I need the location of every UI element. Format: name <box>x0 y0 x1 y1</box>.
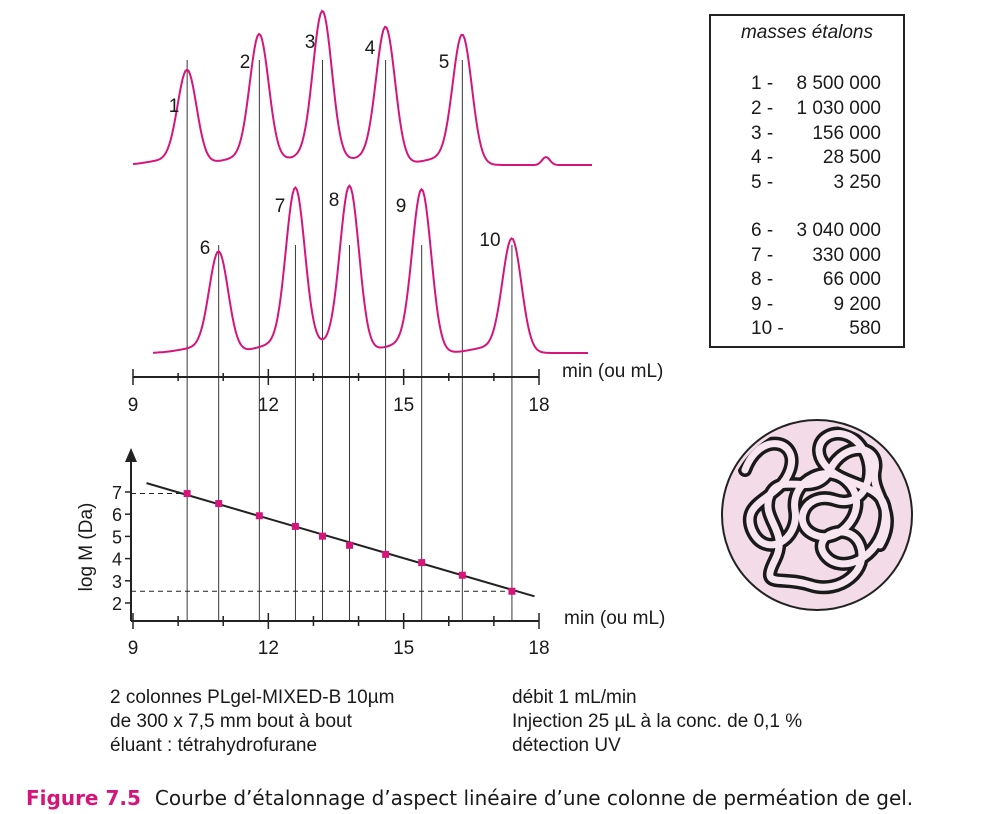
legend-row: 10 - 580 <box>711 318 881 340</box>
x-tick-label: 15 <box>393 638 414 659</box>
chromatogram-trace <box>132 9 592 166</box>
data-point <box>458 571 466 579</box>
legend-row: 4 - 28 500 <box>711 147 881 169</box>
x-tick-label: 9 <box>128 395 139 416</box>
x-axis-label: min (ou mL) <box>562 361 663 382</box>
chromatogram-bottom: 6 7 8 9 10 <box>153 184 588 354</box>
peak-label: 2 <box>240 52 251 73</box>
y-tick-label: 7 <box>112 483 122 503</box>
x-tick-label: 18 <box>528 395 549 416</box>
peak-guide-lines <box>186 60 513 621</box>
legend-row-label: 3 - <box>751 122 774 144</box>
legend-row-value: 3 250 <box>833 172 881 194</box>
peak-label: 4 <box>365 38 376 59</box>
peak-label: 3 <box>305 32 316 53</box>
peak-label: 6 <box>200 238 211 259</box>
data-point <box>508 587 516 595</box>
conditions-line: 2 colonnes PLgel-MIXED-B 10µm <box>110 687 395 708</box>
legend-row-value: 66 000 <box>822 269 881 290</box>
legend-row: 1 - 8 500 000 <box>711 73 881 95</box>
y-tick-label: 5 <box>112 527 122 547</box>
data-point <box>382 550 390 558</box>
legend-row-value: 330 000 <box>812 244 881 266</box>
peak-label: 10 <box>479 230 500 251</box>
legend-row: 3 - 156 000 <box>711 123 881 145</box>
conditions-line: détection UV <box>512 735 621 756</box>
chromatogram-trace <box>153 184 588 354</box>
x-tick-label: 12 <box>258 638 279 659</box>
legend-row-value: 156 000 <box>812 122 881 144</box>
time-axis-top: 9 12 15 18 min (ou mL) <box>128 361 664 416</box>
peak-label: 5 <box>439 52 450 73</box>
data-point <box>318 532 326 540</box>
caption-text: Courbe d’étalonnage d’aspect linéaire d’… <box>154 786 914 810</box>
legend-row-value: 3 040 000 <box>796 220 881 241</box>
conditions-flow: débit 1 mL/min Injection 25 µL à la conc… <box>512 686 802 758</box>
y-tick-label: 4 <box>112 550 122 570</box>
conditions-line: débit 1 mL/min <box>512 687 637 708</box>
standards-legend-box: masses étalons 1 - 8 500 000 2 - 1 030 000 3… <box>709 14 905 348</box>
y-tick-label: 6 <box>112 505 122 525</box>
conditions-line: éluant : tétrahydrofurane <box>110 735 318 756</box>
x-tick-label: 9 <box>128 638 139 659</box>
legend-row: 2 - 1 030 000 <box>711 98 881 120</box>
legend-row-label: 7 - <box>751 244 774 266</box>
figure-number: Figure 7.5 <box>26 786 141 810</box>
chromatogram-top: 1 2 3 4 5 <box>132 9 592 166</box>
legend-row-label: 4 - <box>751 147 774 169</box>
figure-caption: Figure 7.5 Courbe d’étalonnage d’aspect l… <box>26 786 913 810</box>
legend-row: 5 - 3 250 <box>711 172 881 194</box>
peak-label: 1 <box>169 96 180 117</box>
data-point <box>183 490 191 498</box>
calibration-fit-line <box>146 482 535 598</box>
legend-row-label: 9 - <box>751 293 774 315</box>
x-tick-label: 15 <box>393 395 414 416</box>
conditions-line: Injection 25 µL à la conc. de 0,1 % <box>512 711 803 732</box>
legend-row-value: 8 500 000 <box>796 73 881 94</box>
legend-row-label: 5 - <box>751 172 774 194</box>
polymer-coil-icon <box>721 419 913 611</box>
legend-row-value: 1 030 000 <box>796 97 881 119</box>
x-tick-label: 12 <box>258 395 279 416</box>
y-axis-arrow <box>125 448 137 462</box>
coil-strand-fill <box>741 430 891 591</box>
legend-row: 8 - 66 000 <box>711 269 881 291</box>
calibration-plot: 9 12 15 18 min (ou mL) 234 567 log M (Da) <box>76 448 665 659</box>
legend-row: 7 - 330 000 <box>711 245 881 267</box>
legend-row-label: 8 - <box>751 269 774 290</box>
legend-row-label: 1 - <box>751 73 774 94</box>
peak-label: 9 <box>396 196 407 217</box>
legend-row-label: 10 - <box>751 318 784 339</box>
conditions-columns: 2 colonnes PLgel-MIXED-B 10µm de 300 x 7… <box>110 686 394 758</box>
data-point <box>215 500 223 508</box>
data-point <box>346 541 354 549</box>
x-tick-label: 18 <box>528 638 549 659</box>
legend-row: 9 - 9 200 <box>711 294 881 316</box>
legend-row-label: 6 - <box>751 220 774 241</box>
legend-title: masses étalons <box>740 22 873 43</box>
y-tick-label: 2 <box>112 594 122 614</box>
legend-row-value: 580 <box>849 318 881 339</box>
conditions-line: de 300 x 7,5 mm bout à bout <box>110 711 352 732</box>
data-point <box>255 512 263 520</box>
legend-row: 6 - 3 040 000 <box>711 220 881 242</box>
x-axis-label: min (ou mL) <box>564 608 665 629</box>
data-point <box>291 522 299 530</box>
legend-row-value: 9 200 <box>833 293 881 315</box>
y-tick-label: 3 <box>112 572 122 592</box>
peak-label: 8 <box>329 190 340 211</box>
legend-row-value: 28 500 <box>822 147 881 169</box>
y-axis-label: log M (Da) <box>76 503 97 592</box>
data-point <box>418 559 426 567</box>
legend-row-label: 2 - <box>751 97 774 119</box>
peak-label: 7 <box>275 196 286 217</box>
coil-strand-group <box>738 426 894 595</box>
